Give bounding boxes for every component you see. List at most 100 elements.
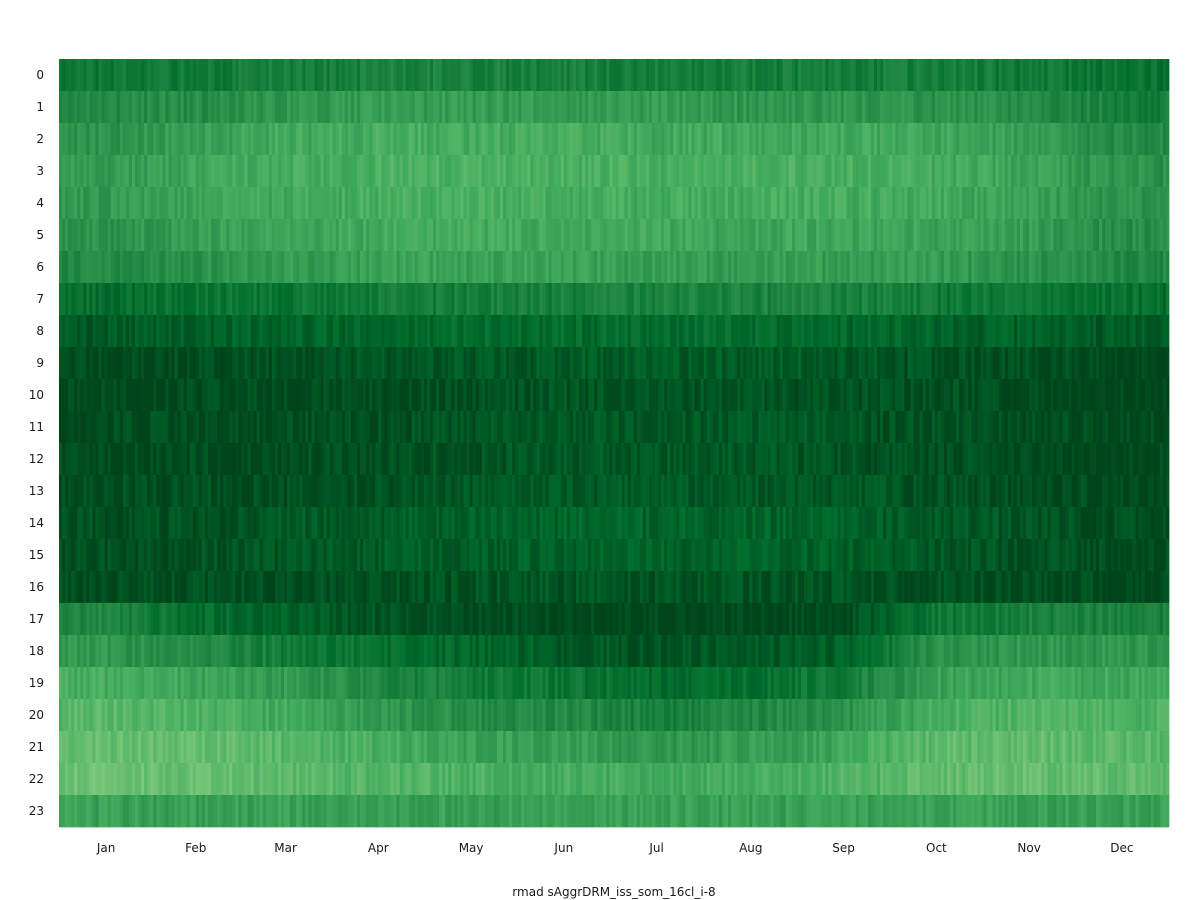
heatmap-cell <box>99 123 102 155</box>
heatmap-cell <box>591 155 594 187</box>
heatmap-cell <box>126 411 129 443</box>
heatmap-cell <box>1105 155 1108 187</box>
heatmap-cell <box>856 347 859 379</box>
heatmap-cell <box>755 59 758 91</box>
heatmap-cell <box>731 59 734 91</box>
heatmap-cell <box>293 379 296 411</box>
heatmap-cell <box>536 315 539 347</box>
heatmap-cell <box>1023 155 1026 187</box>
heatmap-cell <box>780 219 783 251</box>
heatmap-cell <box>704 251 707 283</box>
heatmap-cell <box>141 251 144 283</box>
heatmap-cell <box>1072 315 1075 347</box>
heatmap-cell <box>245 123 248 155</box>
heatmap-cell <box>944 123 947 155</box>
heatmap-cell <box>473 251 476 283</box>
heatmap-cell <box>129 155 132 187</box>
heatmap-cell <box>847 443 850 475</box>
heatmap-cell <box>847 187 850 219</box>
heatmap-cell <box>834 411 837 443</box>
heatmap-cell <box>804 91 807 123</box>
heatmap-cell <box>889 443 892 475</box>
heatmap-cell <box>728 123 731 155</box>
heatmap-cell <box>932 187 935 219</box>
heatmap-cell <box>348 347 351 379</box>
heatmap-cell <box>1157 219 1160 251</box>
heatmap-cell <box>567 411 570 443</box>
heatmap-cell <box>202 315 205 347</box>
heatmap-cell <box>628 347 631 379</box>
heatmap-cell <box>275 155 278 187</box>
heatmap-cell <box>895 443 898 475</box>
heatmap-cell <box>999 347 1002 379</box>
heatmap-cell <box>555 219 558 251</box>
heatmap-cell <box>1120 283 1123 315</box>
heatmap-cell <box>99 91 102 123</box>
heatmap-cell <box>1044 123 1047 155</box>
heatmap-cell <box>558 219 561 251</box>
heatmap-cell <box>193 59 196 91</box>
heatmap-cell <box>86 379 89 411</box>
heatmap-cell <box>774 251 777 283</box>
heatmap-cell <box>345 187 348 219</box>
heatmap-cell <box>153 251 156 283</box>
heatmap-cell <box>223 347 226 379</box>
heatmap-cell <box>749 59 752 91</box>
heatmap-cell <box>1023 379 1026 411</box>
heatmap-cell <box>226 187 229 219</box>
heatmap-cell <box>795 283 798 315</box>
heatmap-cell <box>1026 347 1029 379</box>
heatmap-cell <box>682 315 685 347</box>
heatmap-cell <box>1099 283 1102 315</box>
heatmap-cell <box>1111 283 1114 315</box>
heatmap-cell <box>962 283 965 315</box>
heatmap-cell <box>293 59 296 91</box>
heatmap-cell <box>622 347 625 379</box>
heatmap-cell <box>707 219 710 251</box>
heatmap-cell <box>317 219 320 251</box>
heatmap-cell <box>229 187 232 219</box>
heatmap-cell <box>716 59 719 91</box>
heatmap-cell <box>102 411 105 443</box>
heatmap-cell <box>473 443 476 475</box>
heatmap-cell <box>634 187 637 219</box>
heatmap-cell <box>296 347 299 379</box>
heatmap-cell <box>476 443 479 475</box>
heatmap-cell <box>825 283 828 315</box>
heatmap-cell <box>609 187 612 219</box>
heatmap-cell <box>907 347 910 379</box>
heatmap-cell <box>643 59 646 91</box>
heatmap-cell <box>539 315 542 347</box>
heatmap-cell <box>649 251 652 283</box>
heatmap-cell <box>853 123 856 155</box>
heatmap-cell <box>682 155 685 187</box>
heatmap-cell <box>99 155 102 187</box>
heatmap-cell <box>454 187 457 219</box>
heatmap-cell <box>1038 251 1041 283</box>
heatmap-cell <box>941 379 944 411</box>
heatmap-cell <box>971 443 974 475</box>
heatmap-cell <box>476 347 479 379</box>
heatmap-cell <box>1136 251 1139 283</box>
heatmap-cell <box>971 347 974 379</box>
heatmap-cell <box>488 379 491 411</box>
heatmap-cell <box>503 475 506 507</box>
heatmap-cell <box>296 155 299 187</box>
heatmap-cell <box>503 155 506 187</box>
heatmap-cell <box>1151 123 1154 155</box>
heatmap-cell <box>798 251 801 283</box>
heatmap-cell <box>1050 411 1053 443</box>
heatmap-cell <box>214 443 217 475</box>
heatmap-cell <box>661 347 664 379</box>
heatmap-cell <box>190 347 193 379</box>
heatmap-cell <box>241 379 244 411</box>
heatmap-cell <box>1093 411 1096 443</box>
heatmap-cell <box>1075 123 1078 155</box>
heatmap-cell <box>1102 347 1105 379</box>
heatmap-cell <box>594 91 597 123</box>
heatmap-cell <box>433 59 436 91</box>
heatmap-cell <box>1108 187 1111 219</box>
heatmap-cell <box>114 379 117 411</box>
heatmap-cell <box>515 347 518 379</box>
heatmap-cell <box>670 315 673 347</box>
